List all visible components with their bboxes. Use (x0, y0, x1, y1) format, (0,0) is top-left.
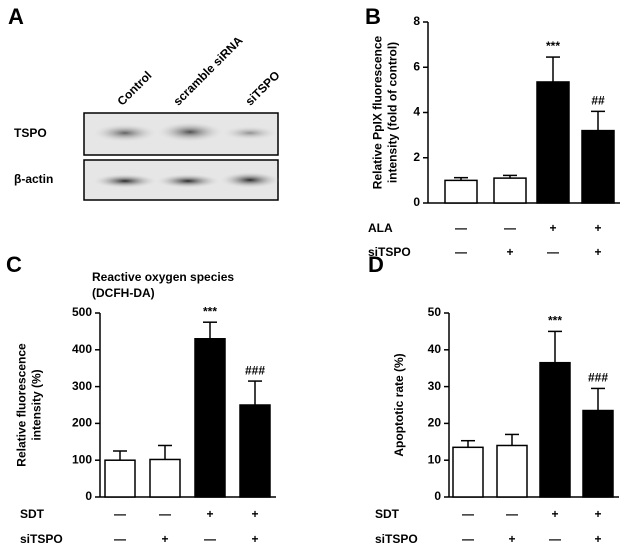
y-tick-label: 20 (428, 416, 442, 430)
y-tick-label: 300 (72, 379, 92, 393)
bar (539, 361, 571, 498)
y-tick-label: 30 (428, 379, 442, 393)
panel-label: B (365, 4, 381, 29)
condition-symbol: — (504, 221, 516, 235)
condition-symbol: — (204, 532, 216, 546)
condition-symbol: — (547, 245, 559, 259)
y-axis-label: intensity (fold of control) (386, 42, 400, 183)
y-axis-label: intensity (%) (30, 369, 44, 440)
condition-label: siTSPO (20, 532, 63, 546)
chart-title: Reactive oxygen species (92, 270, 234, 284)
bar (194, 338, 226, 498)
condition-symbol: — (114, 507, 126, 521)
blot (83, 112, 280, 201)
condition-symbol: + (206, 507, 213, 521)
condition-symbol: + (506, 245, 513, 259)
condition-symbol: + (251, 507, 258, 521)
y-tick-label: 0 (434, 489, 441, 503)
y-axis-label: Relative fluorescence (15, 343, 29, 467)
y-tick-label: 6 (413, 59, 420, 73)
bar (496, 444, 528, 498)
y-tick-label: 40 (428, 342, 442, 356)
condition-symbol: — (455, 245, 467, 259)
bar (536, 81, 570, 204)
row-label: β-actin (14, 172, 53, 186)
annotation: *** (548, 314, 562, 328)
y-tick-label: 4 (413, 105, 420, 119)
condition-symbol: — (549, 532, 561, 546)
condition-symbol: — (114, 532, 126, 546)
condition-symbol: + (594, 245, 601, 259)
condition-label: siTSPO (368, 245, 411, 259)
condition-symbol: + (594, 507, 601, 521)
bar (444, 179, 478, 204)
annotation: ### (588, 371, 608, 385)
y-tick-label: 200 (72, 416, 92, 430)
condition-symbol: + (594, 221, 601, 235)
chart-title: (DCFH-DA) (92, 286, 155, 300)
annotation: *** (546, 39, 560, 53)
y-tick-label: 100 (72, 452, 92, 466)
bar (239, 404, 271, 498)
annotation: ### (245, 363, 265, 377)
y-tick-label: 8 (413, 14, 420, 28)
y-tick-label: 2 (413, 150, 420, 164)
bar (582, 409, 614, 498)
annotation: *** (203, 304, 217, 318)
bar (149, 458, 181, 498)
panel-label: A (8, 4, 24, 29)
bar (104, 459, 136, 498)
condition-symbol: + (549, 221, 556, 235)
y-tick-label: 500 (72, 305, 92, 319)
lane-label: siTSPO (242, 68, 282, 108)
panel-label: C (6, 252, 22, 277)
annotation: ## (591, 94, 605, 108)
y-axis-label: Relative PpIX fluorescence (371, 35, 385, 189)
condition-symbol: + (594, 532, 601, 546)
condition-symbol: — (462, 532, 474, 546)
bar (452, 446, 484, 498)
y-tick-label: 50 (428, 305, 442, 319)
condition-symbol: — (455, 221, 467, 235)
y-axis-label: Apoptotic rate (%) (392, 353, 406, 456)
y-tick-label: 0 (413, 195, 420, 209)
bar (581, 129, 615, 204)
condition-label: SDT (375, 507, 400, 521)
panel-label: D (368, 252, 384, 277)
condition-symbol: + (508, 532, 515, 546)
condition-label: SDT (20, 507, 45, 521)
condition-symbol: + (551, 507, 558, 521)
condition-symbol: + (251, 532, 258, 546)
y-tick-label: 10 (428, 452, 442, 466)
lane-label: scramble siRNA (170, 33, 245, 108)
condition-symbol: — (506, 507, 518, 521)
condition-label: ALA (368, 221, 393, 235)
condition-symbol: — (159, 507, 171, 521)
y-tick-label: 400 (72, 342, 92, 356)
condition-label: siTSPO (375, 532, 418, 546)
condition-symbol: + (161, 532, 168, 546)
lane-label: Control (114, 68, 154, 108)
y-tick-label: 0 (85, 489, 92, 503)
bar (493, 177, 527, 204)
condition-symbol: — (462, 507, 474, 521)
row-label: TSPO (14, 126, 47, 140)
